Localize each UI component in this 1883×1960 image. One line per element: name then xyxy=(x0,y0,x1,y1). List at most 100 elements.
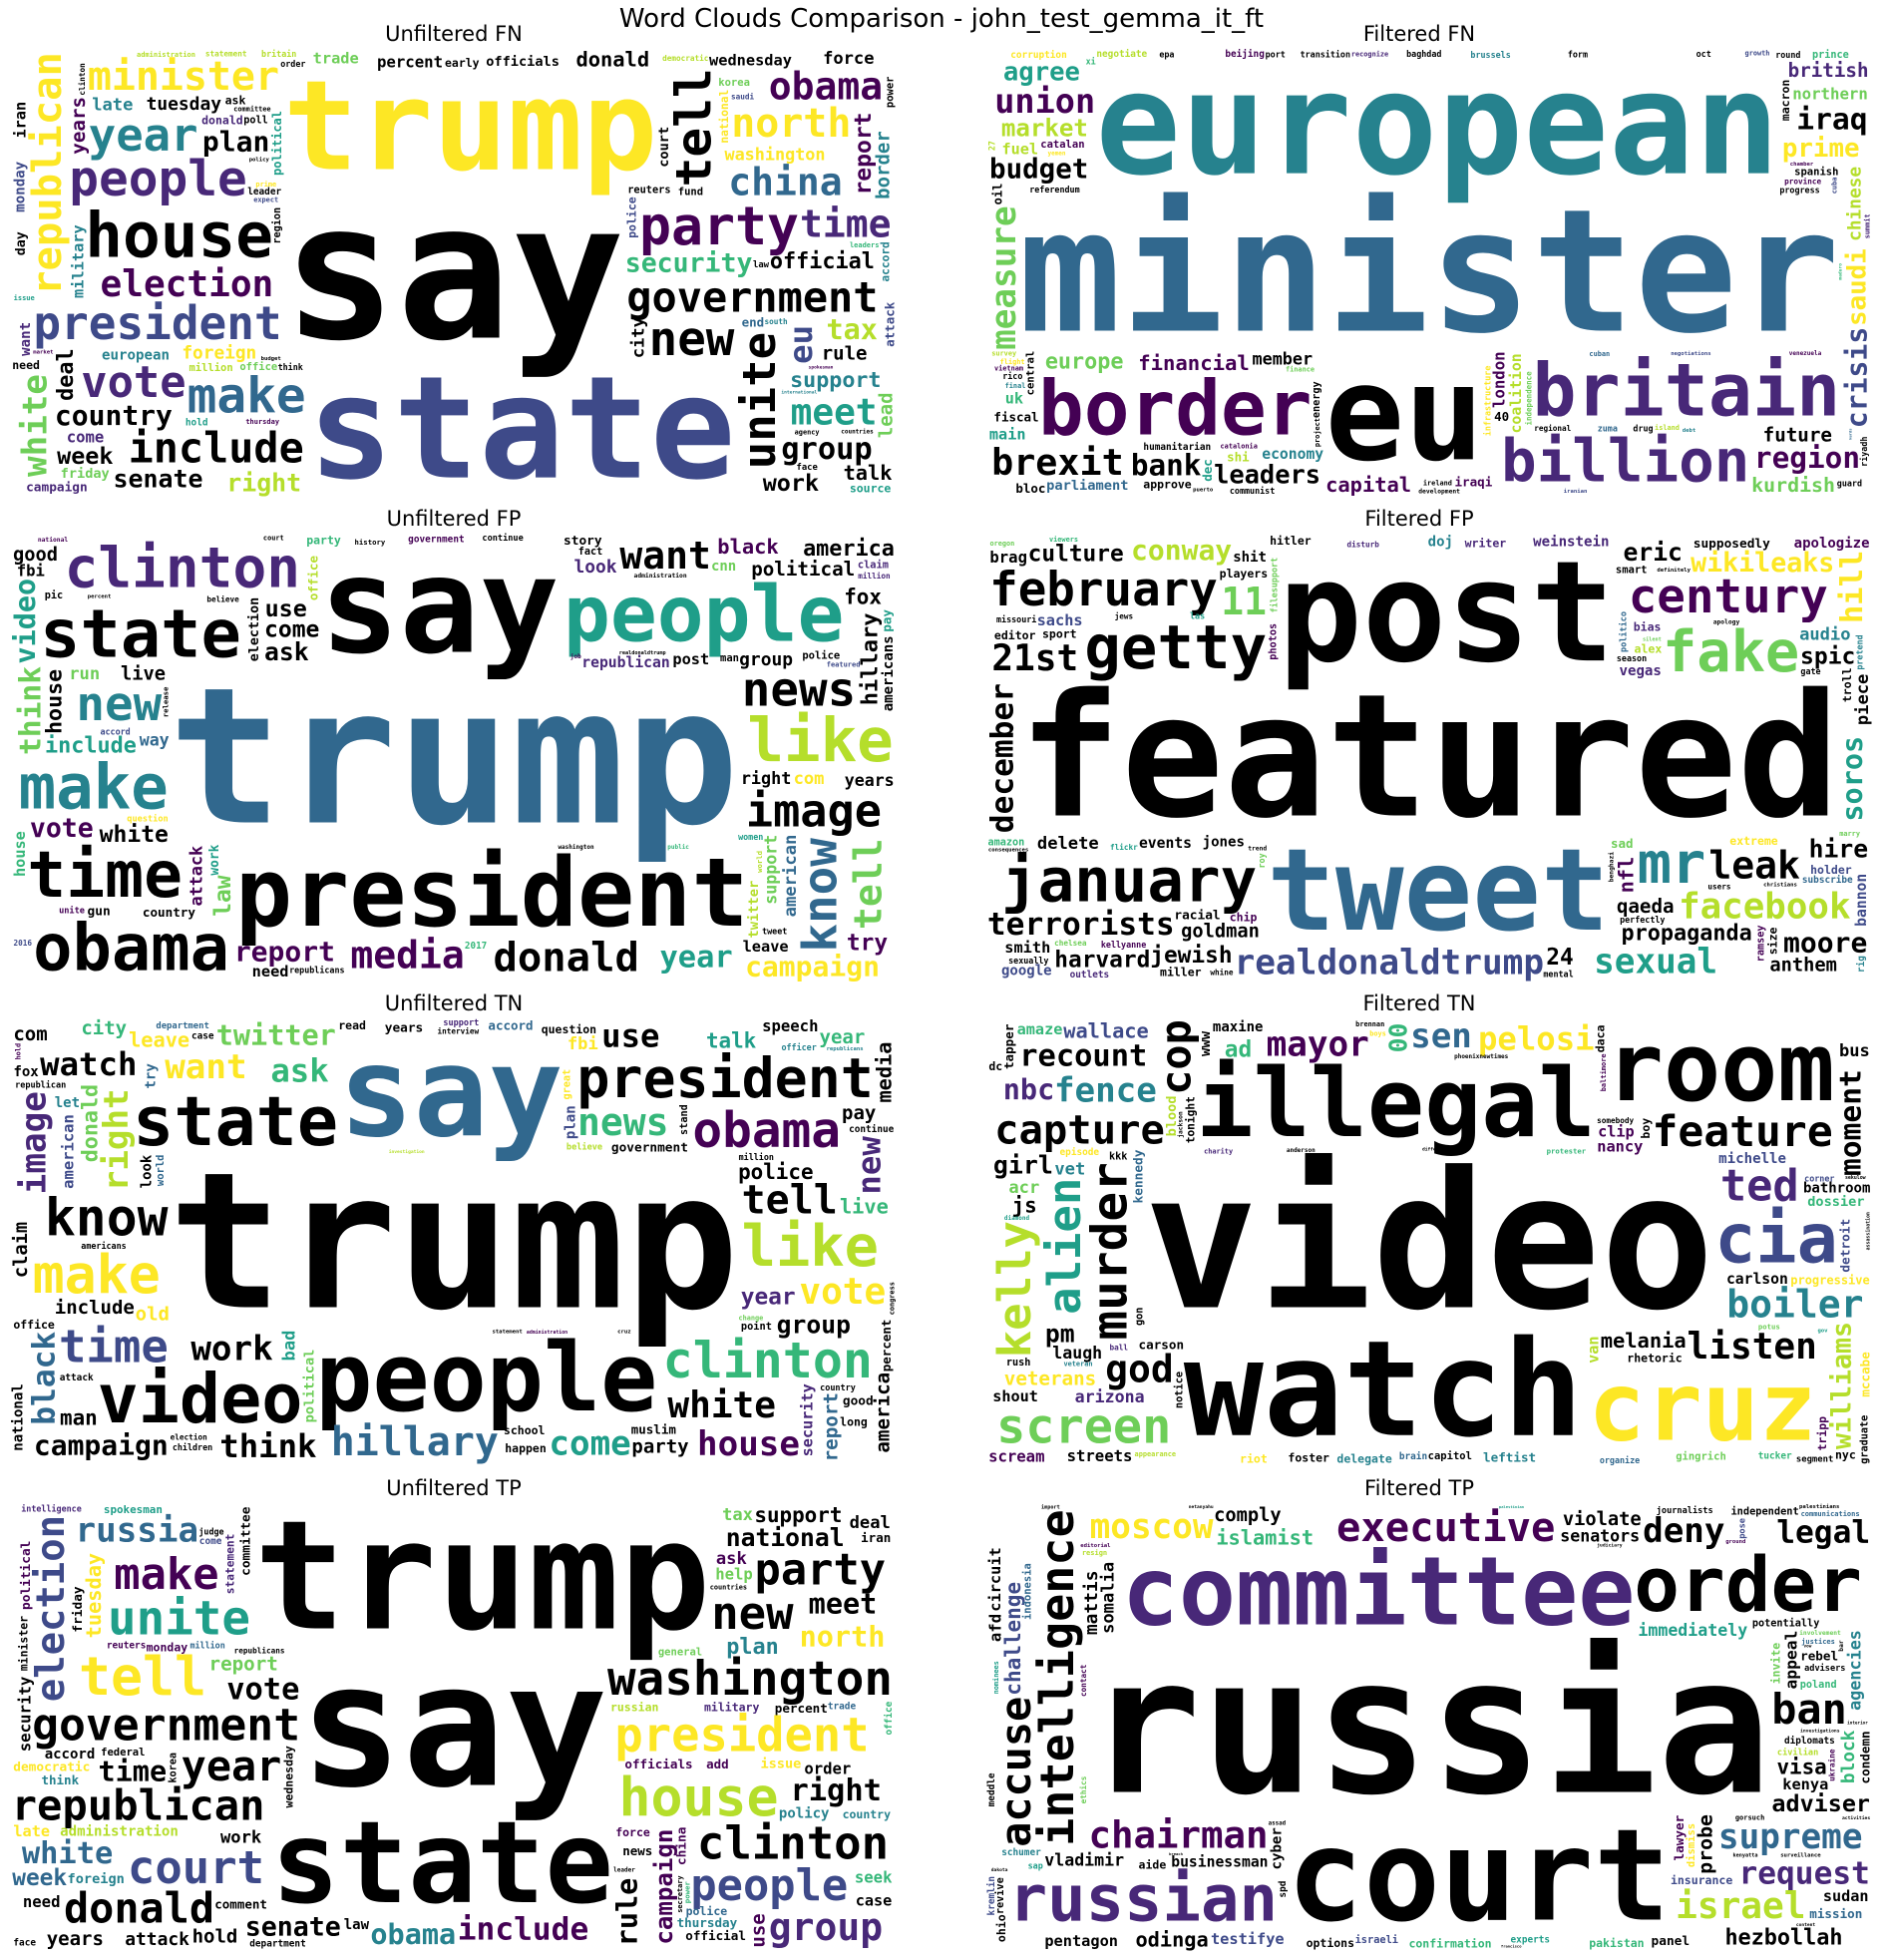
word-oil: oil xyxy=(990,184,1004,205)
word-people: people xyxy=(315,1324,657,1433)
word-yemen: yemen xyxy=(1047,150,1065,157)
word-december: december xyxy=(985,683,1021,833)
word-season: season xyxy=(1617,653,1647,663)
word-way: way xyxy=(140,731,170,750)
word-judge: judge xyxy=(198,1526,223,1536)
word-detroit: detroit xyxy=(1838,1219,1853,1273)
word-video: video xyxy=(10,579,42,664)
word-violate: violate xyxy=(1563,1509,1642,1530)
word-rig: rig xyxy=(1856,956,1867,973)
word-surveillance: surveillance xyxy=(1780,1852,1821,1858)
word-cyber: cyber xyxy=(1269,1827,1285,1869)
word-bar: bar xyxy=(1838,1640,1845,1652)
word-obama: obama xyxy=(33,911,229,981)
word-korea: korea xyxy=(718,77,750,89)
word-european: european xyxy=(1095,48,1779,207)
word-sad: sad xyxy=(1611,836,1634,851)
word-national: national xyxy=(11,1383,27,1450)
word-school: school xyxy=(504,1423,546,1437)
word-accord: accord xyxy=(100,727,130,737)
word-energy: energy xyxy=(1312,381,1322,418)
word-hill: hill xyxy=(1835,551,1870,623)
word-look: look xyxy=(573,557,616,578)
word-cnn: cnn xyxy=(711,559,736,575)
word-tapper: tapper xyxy=(1001,1023,1016,1069)
word-obama: obama xyxy=(370,1918,456,1951)
word-china: china xyxy=(728,161,842,204)
word-whine: whine xyxy=(1210,968,1234,977)
word-percent: percent xyxy=(377,53,443,72)
word-february: february xyxy=(989,563,1218,617)
word-tell: tell xyxy=(846,839,890,931)
word-communist: communist xyxy=(1230,486,1275,496)
word-white: white xyxy=(100,822,169,848)
word-poland: poland xyxy=(1800,1680,1837,1691)
word-comply: comply xyxy=(1214,1505,1282,1526)
word-republicans: republicans xyxy=(827,1046,864,1052)
word-kremlin: kremlin xyxy=(986,1876,997,1916)
word-piece: piece xyxy=(1853,674,1873,725)
word-project: project xyxy=(1314,418,1321,447)
word-office: office xyxy=(305,556,320,601)
word-wallace: wallace xyxy=(1063,1019,1148,1043)
word-ad: ad xyxy=(1225,1037,1252,1063)
word-wednesday: wednesday xyxy=(709,51,792,69)
word-illegal: illegal xyxy=(1196,1049,1595,1159)
word-request: request xyxy=(1738,1856,1869,1892)
word-ground: ground xyxy=(1725,1539,1745,1545)
word-claim: claim xyxy=(858,560,889,572)
word-palestinian: palestinian xyxy=(1499,1504,1524,1509)
word-google: google xyxy=(1001,964,1052,980)
word-transition: transition xyxy=(1301,49,1350,59)
word-afd: afd xyxy=(987,1614,1005,1642)
word-republican: republican xyxy=(12,1780,265,1829)
word-tweet: tweet xyxy=(762,927,787,937)
word-fuel: fuel xyxy=(1002,141,1039,159)
word-approve: approve xyxy=(1143,478,1192,492)
word-assad: assad xyxy=(1269,1821,1287,1827)
word-jewish: jewish xyxy=(1150,943,1232,969)
word-coalition: coalition xyxy=(1508,353,1525,433)
word-need: need xyxy=(252,963,289,980)
word-schumer: schumer xyxy=(1001,1847,1041,1858)
word-comment: comment xyxy=(214,1897,267,1912)
word-stand: stand xyxy=(679,1104,690,1135)
word-ask: ask xyxy=(270,1052,328,1090)
word-adviser: adviser xyxy=(1771,1789,1870,1817)
word-palestinians: palestinians xyxy=(1799,1504,1839,1510)
word-million: million xyxy=(189,1640,224,1650)
word-democratic: democratic xyxy=(13,1761,90,1775)
word-political: political xyxy=(270,111,284,176)
word-poll: poll xyxy=(243,116,268,127)
word-arizona: arizona xyxy=(1075,1387,1145,1406)
word-think: think xyxy=(41,1772,79,1787)
word-order: order xyxy=(1634,1540,1862,1629)
word-political: political xyxy=(19,1541,34,1610)
word-getty: getty xyxy=(1084,613,1267,683)
word-deal: deal xyxy=(54,348,79,401)
word-party: party xyxy=(631,1436,688,1458)
word-vegas: vegas xyxy=(1619,663,1661,679)
word-invite: invite xyxy=(1769,1643,1783,1685)
word-tell: tell xyxy=(664,68,722,187)
word-media: media xyxy=(350,934,464,978)
word-support: support xyxy=(790,368,881,393)
word-doj: doj xyxy=(1428,535,1453,551)
word-editor: editor xyxy=(994,628,1036,642)
word-realdonaldtrump: realdonaldtrump xyxy=(619,650,666,656)
word-clinton: clinton xyxy=(65,537,300,601)
word-attack: attack xyxy=(60,1372,94,1383)
word-video: video xyxy=(98,1361,303,1439)
word-live: live xyxy=(840,1194,889,1218)
word-think: think xyxy=(219,1427,316,1465)
word-use: use xyxy=(265,594,307,622)
word-nbc: nbc xyxy=(1003,1073,1054,1106)
word-dec: dec xyxy=(1200,459,1215,482)
word-spic: spic xyxy=(1800,643,1855,669)
word-region: region xyxy=(271,207,283,244)
word-appearance: appearance xyxy=(1135,1450,1177,1458)
word-marry: marry xyxy=(1839,830,1860,838)
word-plan: plan xyxy=(202,125,269,158)
word-republicans: republicans xyxy=(234,1647,285,1656)
word-ask: ask xyxy=(225,94,246,108)
